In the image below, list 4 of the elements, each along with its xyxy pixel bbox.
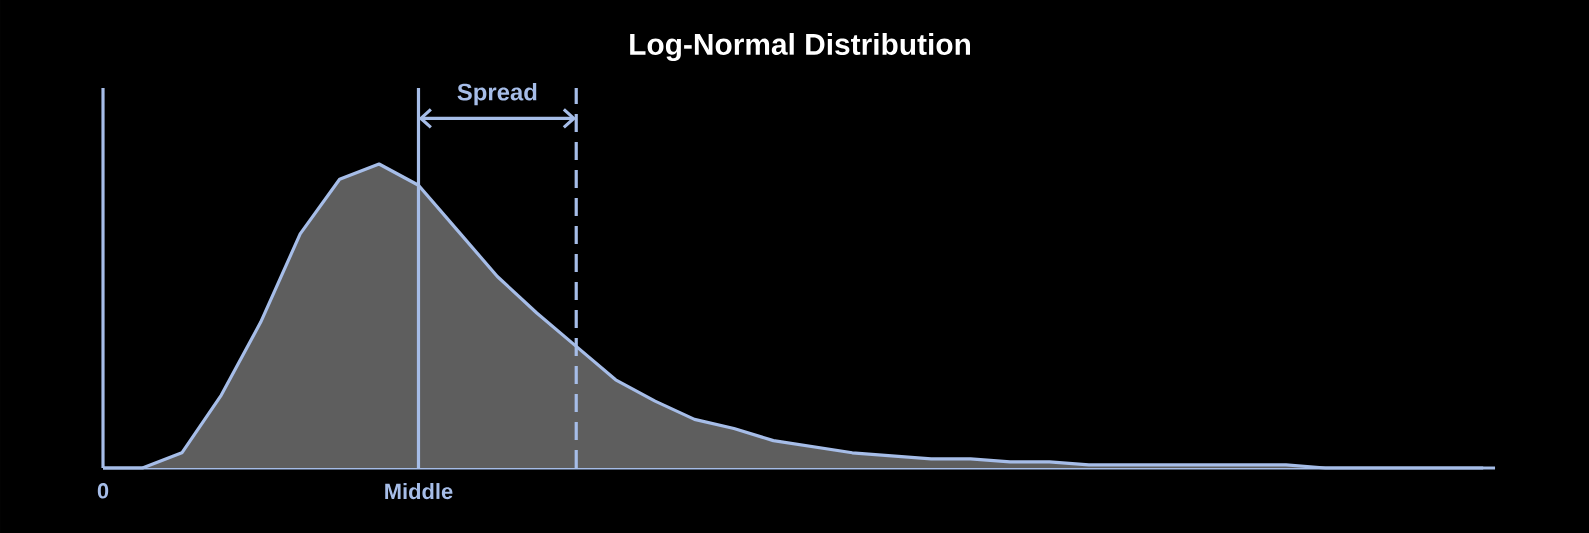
chart-title: Log-Normal Distribution (630, 33, 970, 62)
x-tick-label: Middle (385, 483, 453, 500)
x-tick-label: 0 (97, 483, 109, 499)
text: Spread (457, 83, 537, 106)
